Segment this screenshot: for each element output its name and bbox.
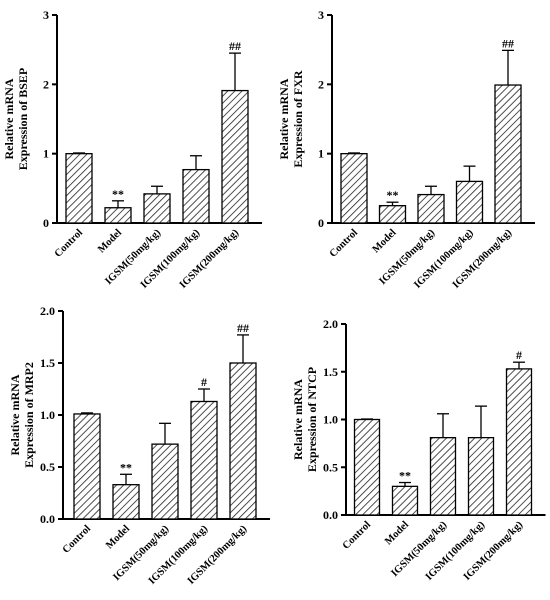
y-tick-label: 2.0 (323, 317, 338, 331)
chart-panel-4: 0.0 0.5 1.0 1.5 2.0 Relative mRNAExpression o… (291, 317, 546, 583)
significance-label: ## (229, 39, 241, 53)
y-tick-label: 1.5 (40, 356, 55, 370)
category-label: Control (53, 227, 85, 259)
chart-panel-2: 0 1 2 3 Relative mRNAExpression of FXR Contro… (277, 8, 535, 291)
category-label: Control (341, 519, 373, 551)
y-tick-label: 3 (43, 8, 49, 22)
y-tick-label: 2 (43, 77, 49, 91)
bar (429, 436, 457, 516)
category-label: Model (96, 227, 124, 255)
bar (353, 418, 381, 516)
bar (391, 485, 419, 516)
category-label: Control (328, 227, 360, 259)
bar (182, 168, 210, 224)
bar (65, 153, 93, 224)
significance-label: ## (237, 321, 249, 335)
bar (151, 443, 179, 520)
category-label: Control (61, 523, 93, 555)
bar (221, 89, 249, 224)
category-label: Model (383, 519, 411, 547)
y-tick-label: 1 (43, 147, 49, 161)
bar (104, 207, 132, 224)
y-tick-label: 0 (318, 216, 324, 230)
bar (190, 400, 218, 520)
bar (455, 180, 484, 224)
chart-panel-3: 0.0 0.5 1.0 1.5 2.0 Relative mRNAExpression o… (8, 304, 270, 587)
y-axis-title: Relative mRNAExpression of MRP2 (8, 362, 36, 468)
y-tick-label: 0.0 (323, 508, 338, 522)
category-label: Model (104, 523, 132, 551)
y-tick-label: 0.0 (40, 512, 55, 526)
bar (112, 484, 140, 520)
y-tick-label: 2.0 (40, 304, 55, 318)
y-tick-label: 1 (318, 147, 324, 161)
y-tick-label: 0.5 (323, 460, 338, 474)
significance-label: ## (502, 36, 514, 50)
bar (143, 193, 171, 224)
significance-label: ** (120, 460, 132, 474)
significance-label: ** (112, 187, 124, 201)
category-label: Model (371, 227, 399, 255)
y-tick-label: 1.0 (323, 413, 338, 427)
y-tick-label: 2 (318, 77, 324, 91)
bar (494, 84, 522, 224)
significance-label: # (516, 348, 522, 362)
y-axis-title: Relative mRNAExpression of FXR (277, 70, 305, 167)
significance-label: ** (387, 188, 399, 202)
bar (417, 193, 445, 224)
significance-label: ** (399, 469, 411, 483)
bar (378, 205, 407, 224)
bar (467, 436, 495, 516)
chart-panel-1: 0 1 2 3 Relative mRNAExpression of BSEP Contr… (2, 8, 262, 291)
significance-label: # (201, 375, 207, 389)
y-tick-label: 3 (318, 8, 324, 22)
y-axis-title: Relative mRNAExpression of NTCP (291, 367, 319, 472)
bar (505, 368, 533, 516)
y-tick-label: 1.0 (40, 408, 55, 422)
bar (340, 153, 368, 224)
y-tick-label: 0 (43, 216, 49, 230)
bar (229, 362, 257, 520)
y-axis-title: Relative mRNAExpression of BSEP (2, 68, 30, 170)
y-tick-label: 1.5 (323, 365, 338, 379)
bar (73, 413, 101, 520)
y-tick-label: 0.5 (40, 460, 55, 474)
